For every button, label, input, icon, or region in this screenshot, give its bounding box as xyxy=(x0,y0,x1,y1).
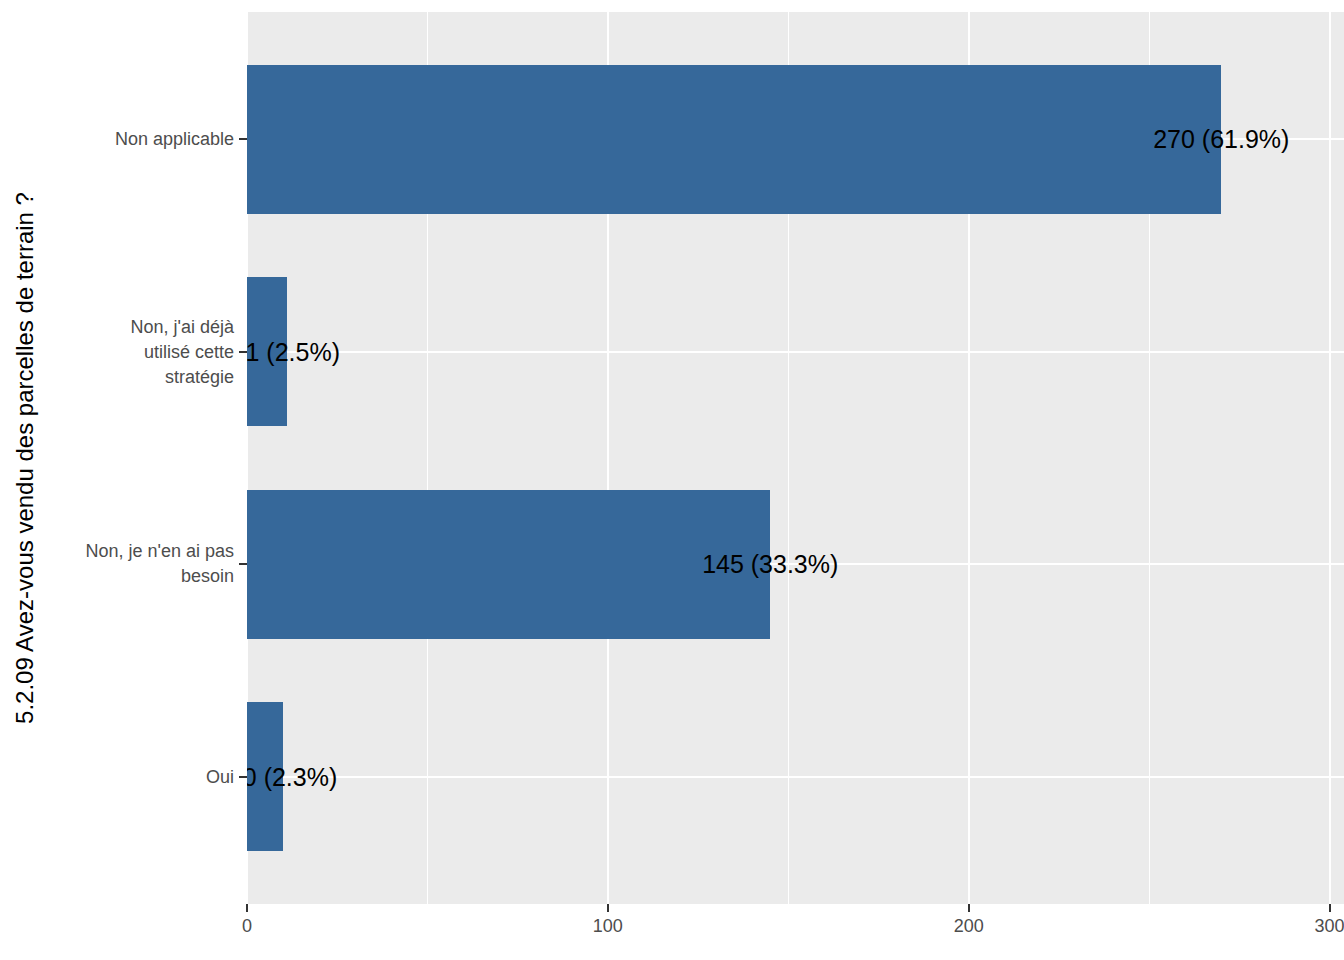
bar-value-label: 270 (61.9%) xyxy=(1153,127,1289,152)
x-tick-label: 200 xyxy=(954,916,984,937)
y-category-label-line: besoin xyxy=(85,564,234,589)
x-tick-label: 100 xyxy=(593,916,623,937)
y-category-label: Non, j'ai déjàutilisé cettestratégie xyxy=(131,314,235,389)
y-category-label: Non applicable xyxy=(115,127,234,152)
x-tick-mark xyxy=(968,904,970,912)
gridline-major-x xyxy=(1329,12,1331,904)
y-tick-mark xyxy=(239,776,247,778)
y-tick-mark xyxy=(239,563,247,565)
x-tick-mark xyxy=(1329,904,1331,912)
x-tick-label: 300 xyxy=(1315,916,1344,937)
x-tick-mark xyxy=(246,904,248,912)
x-tick-mark xyxy=(607,904,609,912)
gridline-major-y xyxy=(247,351,1344,353)
y-tick-mark xyxy=(239,138,247,140)
y-category-label: Non, je n'en ai pasbesoin xyxy=(85,539,234,589)
bar-value-label: 145 (33.3%) xyxy=(702,552,838,577)
bar-value-label: 11 (2.5%) xyxy=(247,339,340,364)
bar xyxy=(247,65,1221,214)
bar-chart-figure: 5.2.09 Avez-vous vendu des parcelles de … xyxy=(0,0,1344,960)
y-category-label-line: utilisé cette xyxy=(131,339,235,364)
x-tick-label: 0 xyxy=(242,916,252,937)
y-category-label-line: stratégie xyxy=(131,364,235,389)
y-axis-title: 5.2.09 Avez-vous vendu des parcelles de … xyxy=(11,192,39,724)
plot-panel: 270 (61.9%) 11 (2.5%) 145 (33.3%) 10 (2.3%) xyxy=(247,12,1344,904)
y-category-label: Oui xyxy=(206,764,234,789)
gridline-major-y xyxy=(247,776,1344,778)
y-category-label-line: Oui xyxy=(206,764,234,789)
y-tick-mark xyxy=(239,351,247,353)
bar-value-label: 10 (2.3%) xyxy=(247,764,337,789)
y-category-label-line: Non applicable xyxy=(115,127,234,152)
y-category-label-line: Non, j'ai déjà xyxy=(131,314,235,339)
y-category-label-line: Non, je n'en ai pas xyxy=(85,539,234,564)
bar xyxy=(247,490,770,639)
